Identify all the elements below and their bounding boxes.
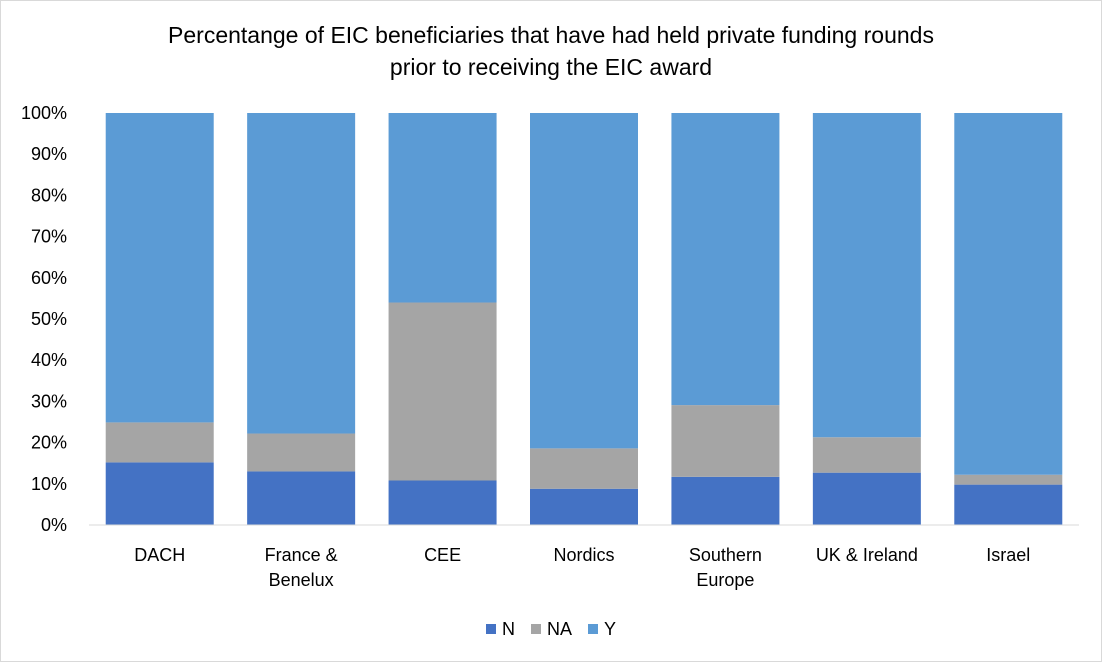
x-tick-label: Benelux (269, 570, 334, 590)
y-tick-label: 20% (31, 433, 67, 453)
x-tick-label: Nordics (553, 545, 614, 565)
y-tick-label: 80% (31, 185, 67, 205)
bar-na-segment (812, 437, 921, 473)
bar-na-segment (105, 422, 214, 463)
bar-na-segment (388, 302, 497, 481)
bar-n-segment (671, 476, 780, 525)
legend: N NA Y (1, 618, 1101, 640)
legend-swatch (588, 624, 598, 634)
bar-na-segment (954, 474, 1063, 485)
bar-n-segment (105, 462, 214, 525)
legend-item: Y (588, 619, 616, 640)
bar-y-segment (954, 113, 1063, 475)
bar-y-segment (812, 113, 921, 438)
legend-swatch (485, 624, 496, 634)
x-tick-label: CEE (424, 545, 461, 565)
bar-n-segment (388, 480, 497, 525)
bar-y-segment (671, 113, 780, 406)
y-tick-label: 40% (31, 350, 67, 370)
bar-y-segment (105, 113, 214, 423)
bar-na-segment (247, 433, 356, 472)
bar-n-segment (812, 472, 921, 525)
bar-y-segment (530, 113, 638, 449)
y-tick-label: 100% (21, 103, 67, 123)
bar-y-segment (247, 113, 356, 434)
x-tick-label: Southern (689, 545, 762, 565)
y-tick-label: 30% (31, 391, 67, 411)
title-line-1: Percentange of EIC beneficiaries that ha… (168, 22, 934, 48)
bar-n-segment (530, 488, 638, 525)
y-tick-label: 10% (31, 474, 67, 494)
legend-label: Y (604, 618, 617, 639)
legend-label: N (501, 618, 515, 639)
bar-n-segment (247, 471, 356, 525)
y-tick-label: 90% (31, 144, 67, 164)
x-tick-label: Europe (696, 570, 754, 590)
legend-label: NA (546, 618, 572, 639)
bar-y-segment (388, 113, 497, 303)
bar-na-segment (671, 405, 780, 477)
y-tick-label: 50% (31, 309, 67, 329)
x-tick-label: Israel (986, 545, 1030, 565)
legend-swatch (530, 624, 541, 634)
legend-item: NA (530, 618, 572, 640)
x-tick-label: France & (265, 545, 338, 565)
y-tick-label: 60% (31, 268, 67, 288)
y-tick-label: 0% (41, 515, 67, 535)
x-tick-label: DACH (134, 545, 185, 565)
title-line-2: prior to receiving the EIC award (389, 54, 713, 80)
chart-title: Percentange of EIC beneficiaries that ha… (1, 19, 1101, 83)
x-tick-label: UK & Ireland (816, 545, 918, 565)
bar-na-segment (530, 448, 638, 489)
bar-n-segment (954, 484, 1063, 525)
y-tick-label: 70% (31, 227, 67, 247)
legend-item: N (485, 618, 515, 640)
